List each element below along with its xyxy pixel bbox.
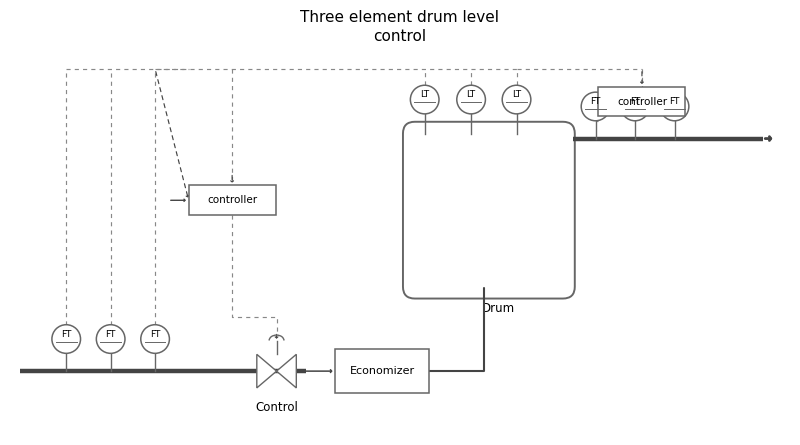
Circle shape (621, 92, 650, 121)
Circle shape (141, 325, 170, 353)
Text: FT: FT (670, 97, 680, 106)
Circle shape (52, 325, 81, 353)
Text: FT: FT (106, 329, 116, 339)
Circle shape (660, 92, 689, 121)
Circle shape (457, 85, 486, 114)
Circle shape (502, 85, 531, 114)
Circle shape (410, 85, 439, 114)
Text: LT: LT (420, 90, 430, 99)
Text: control: control (374, 29, 426, 44)
FancyBboxPatch shape (189, 186, 275, 215)
Circle shape (96, 325, 125, 353)
Text: Three element drum level: Three element drum level (301, 10, 499, 24)
Text: FT: FT (590, 97, 601, 106)
Text: controller: controller (207, 195, 257, 205)
Text: Economizer: Economizer (350, 366, 414, 376)
FancyBboxPatch shape (403, 122, 574, 299)
Text: FT: FT (150, 329, 160, 339)
Text: FT: FT (630, 97, 640, 106)
Text: controller: controller (617, 97, 667, 106)
Polygon shape (257, 354, 277, 388)
Text: Control: Control (255, 401, 298, 414)
Polygon shape (277, 354, 296, 388)
Text: LT: LT (512, 90, 521, 99)
FancyBboxPatch shape (335, 349, 429, 393)
Text: LT: LT (466, 90, 476, 99)
Circle shape (582, 92, 610, 121)
Text: FT: FT (61, 329, 71, 339)
Text: Drum: Drum (482, 303, 515, 316)
FancyBboxPatch shape (598, 87, 686, 116)
